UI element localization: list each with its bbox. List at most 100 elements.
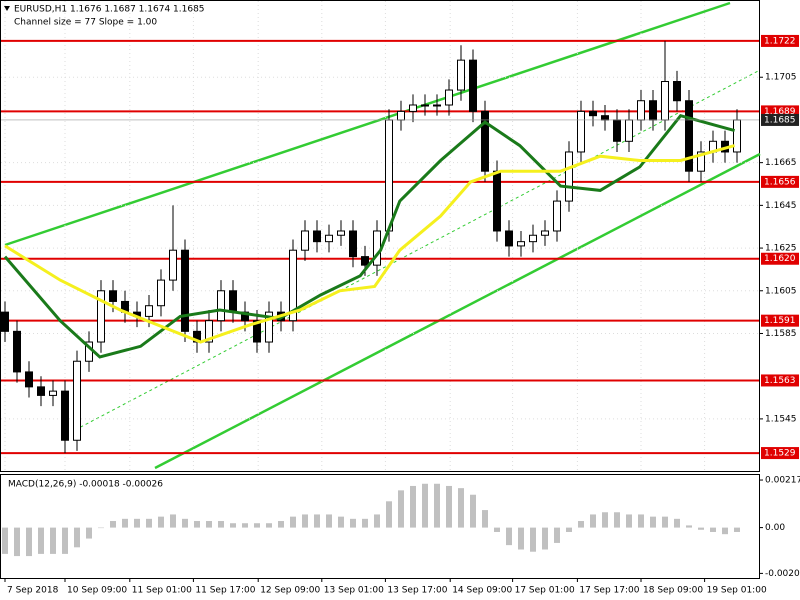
macd-bar [386,501,392,528]
macd-bar [602,512,608,528]
macd-bar [62,527,68,554]
macd-tick-label: -0.00209 [765,569,800,579]
macd-bar [650,516,656,528]
candle-body [481,110,489,172]
macd-bar [2,527,8,554]
macd-bar [722,527,728,535]
macd-bar [158,516,164,528]
macd-tick-label: 0.00217 [765,476,800,486]
channel-upper [4,1,731,247]
macd-bar [242,523,248,528]
subheader: Channel size = 77 Slope = 1.00 [14,18,157,28]
candle-body [97,290,105,343]
macd-frame [0,474,760,579]
candle-body [649,100,657,121]
macd-bar [290,516,296,528]
y-tick-label: 1.1705 [765,73,797,83]
macd-bar [458,488,464,528]
macd-bar [398,490,404,528]
macd-bar [434,483,440,528]
candle-body [421,104,429,107]
macd-bar [530,527,536,552]
candle-body [433,104,441,107]
macd-bar [170,514,176,528]
x-tick-label: 11 Sep 01:00 [132,586,192,596]
level-label: 1.1591 [764,316,796,326]
macd-bar [470,494,476,528]
candle-body [613,119,621,142]
level-label: 1.1656 [764,177,796,187]
candle-body [253,320,261,343]
x-tick-label: 11 Sep 17:00 [195,586,255,596]
x-tick-label: 17 Sep 01:00 [515,586,575,596]
candle-body [565,151,573,202]
macd-bar [206,521,212,528]
candle-body [313,230,321,243]
candle-body [49,390,57,396]
candle-body [229,290,237,313]
candle-body [469,59,477,112]
candle-body [157,279,165,307]
candle-body [673,81,681,102]
macd-bar [326,514,332,528]
macd-bar [14,527,20,557]
candle-body [217,290,225,322]
y-tick-label: 1.1665 [765,158,797,168]
macd-bar [374,514,380,528]
main-frame [0,0,760,472]
candle-body [169,249,177,281]
macd-bar [590,514,596,528]
macd-bar [506,527,512,546]
level-label: 1.1563 [764,376,796,386]
macd-bar [74,527,80,548]
moving-average [4,144,735,344]
channel-middle [74,69,761,431]
candle-body [409,104,417,112]
macd-bar [614,512,620,528]
candle-body [529,234,537,243]
candle-body [361,256,369,266]
macd-bar [686,525,692,528]
macd-bar [194,521,200,528]
candle-body [265,311,273,343]
macd-bar [446,485,452,528]
y-tick-label: 1.1625 [765,244,797,254]
macd-bar [482,510,488,528]
x-tick-label: 7 Sep 2018 [7,586,59,596]
candle-body [1,311,9,332]
macd-bar [542,527,548,550]
x-tick-label: 13 Sep 17:00 [387,586,447,596]
candle-body [625,119,633,142]
header: EURUSD,H1 1.1676 1.1687 1.1674 1.1685 [14,5,205,15]
macd-bar [554,527,560,543]
macd-bar [254,523,260,528]
level-box [761,314,799,327]
candle-body [25,371,33,388]
macd-bar [626,514,632,528]
current-price-box [761,113,799,126]
x-tick-label: 19 Sep 01:00 [707,586,767,596]
candle-body [13,330,21,373]
macd-bar [314,514,320,528]
macd-bar [734,527,740,532]
x-tick-label: 12 Sep 09:00 [260,586,320,596]
macd-bar [518,527,524,550]
macd-bar [26,527,32,557]
candle-body [661,81,669,121]
macd-bar [566,527,572,532]
current-price-label: 1.1685 [764,115,796,125]
candle-body [181,249,189,332]
macd-title: MACD(12,26,9) -0.00018 -0.00026 [8,480,163,490]
candle-body [517,241,525,247]
macd-tick-label: 0.00 [765,523,785,533]
candle-body [577,110,585,153]
candle-body [37,386,45,396]
macd-bar [98,527,104,529]
level-label: 1.1529 [764,449,796,459]
candle-body [61,390,69,441]
macd-bar [494,527,500,532]
moving-average [3,113,735,359]
macd-bar [218,521,224,528]
